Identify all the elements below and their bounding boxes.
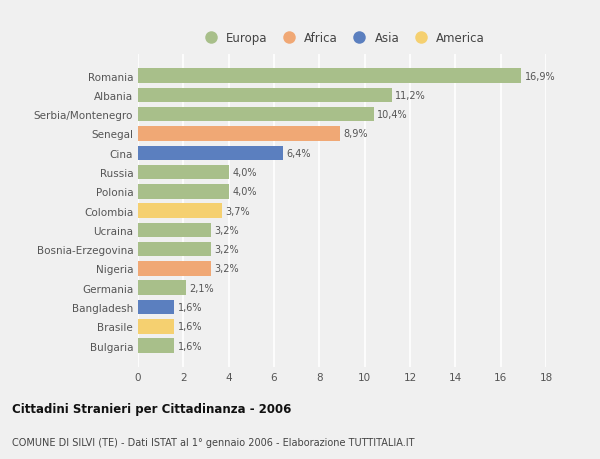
Text: 3,2%: 3,2% [214,264,239,274]
Bar [138,319,174,334]
Bar [138,281,185,295]
Bar [138,165,229,180]
Text: 1,6%: 1,6% [178,341,202,351]
Text: 10,4%: 10,4% [377,110,408,120]
Bar [138,108,374,122]
Text: 3,2%: 3,2% [214,245,239,255]
Text: 11,2%: 11,2% [395,91,426,101]
Bar [138,262,211,276]
Bar [138,300,174,314]
Text: 16,9%: 16,9% [524,72,555,81]
Bar [138,339,174,353]
Bar [138,127,340,141]
Text: 6,4%: 6,4% [286,148,311,158]
Text: 4,0%: 4,0% [232,187,257,197]
Bar [138,89,392,103]
Text: 8,9%: 8,9% [343,129,368,139]
Text: 1,6%: 1,6% [178,302,202,312]
Bar [138,204,222,218]
Bar [138,69,521,84]
Legend: Europa, Africa, Asia, America: Europa, Africa, Asia, America [197,30,487,47]
Text: Cittadini Stranieri per Cittadinanza - 2006: Cittadini Stranieri per Cittadinanza - 2… [12,403,292,415]
Text: 1,6%: 1,6% [178,322,202,331]
Bar [138,185,229,199]
Text: COMUNE DI SILVI (TE) - Dati ISTAT al 1° gennaio 2006 - Elaborazione TUTTITALIA.I: COMUNE DI SILVI (TE) - Dati ISTAT al 1° … [12,437,415,448]
Text: 3,7%: 3,7% [225,206,250,216]
Bar [138,242,211,257]
Text: 4,0%: 4,0% [232,168,257,178]
Bar [138,223,211,238]
Text: 2,1%: 2,1% [189,283,214,293]
Text: 3,2%: 3,2% [214,225,239,235]
Bar [138,146,283,161]
